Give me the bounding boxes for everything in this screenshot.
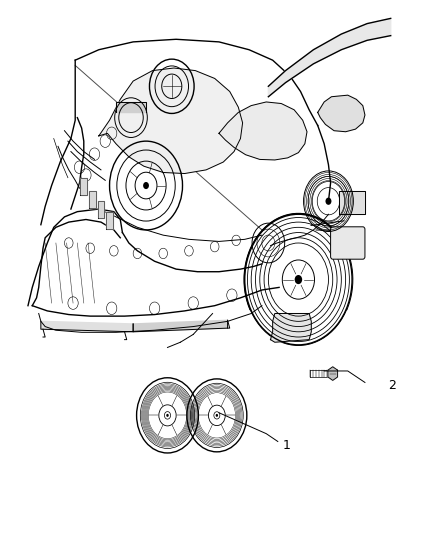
FancyBboxPatch shape — [331, 227, 365, 259]
Polygon shape — [219, 102, 307, 160]
Polygon shape — [41, 321, 133, 332]
Circle shape — [215, 414, 218, 417]
Circle shape — [166, 414, 169, 417]
Polygon shape — [318, 95, 365, 132]
Polygon shape — [271, 313, 311, 342]
Polygon shape — [99, 68, 243, 174]
Polygon shape — [339, 191, 365, 214]
Polygon shape — [98, 201, 104, 219]
Polygon shape — [80, 177, 87, 195]
Polygon shape — [117, 102, 146, 112]
Polygon shape — [328, 367, 338, 381]
Polygon shape — [133, 320, 228, 332]
Polygon shape — [268, 19, 391, 97]
Circle shape — [214, 411, 220, 419]
Circle shape — [143, 182, 149, 189]
Polygon shape — [89, 191, 96, 208]
Text: 1: 1 — [283, 439, 290, 451]
Text: 2: 2 — [389, 378, 396, 392]
Circle shape — [325, 198, 332, 205]
Circle shape — [295, 275, 302, 284]
Polygon shape — [106, 212, 113, 229]
Circle shape — [164, 411, 170, 419]
